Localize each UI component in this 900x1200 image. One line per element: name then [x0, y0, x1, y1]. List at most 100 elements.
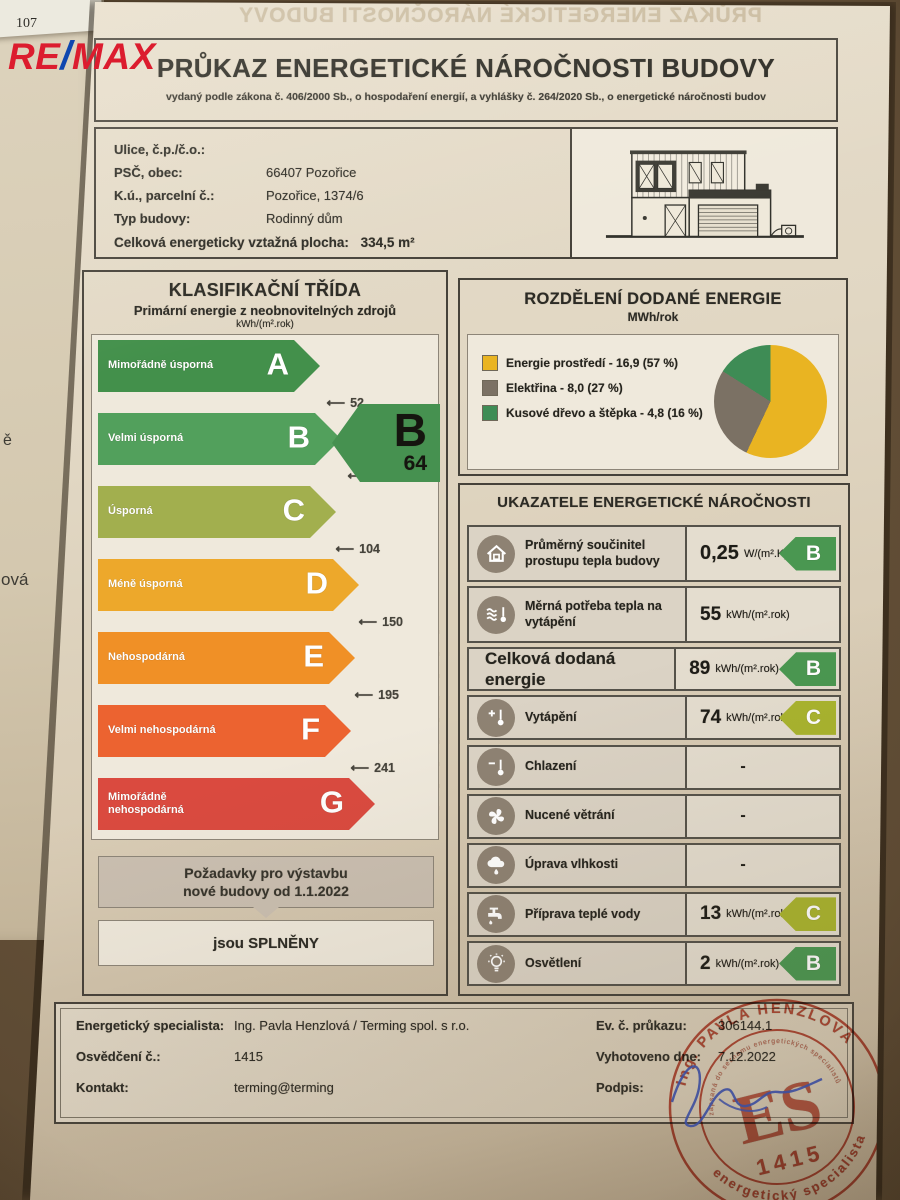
class-label: Mimořádně úsporná [108, 359, 214, 372]
field-label: Osvědčení č.: [76, 1049, 161, 1064]
field-value: 1415 [234, 1049, 263, 1064]
page-number-fragment: 107 [16, 16, 37, 31]
legend-swatch [482, 355, 498, 371]
legend-label: Kusové dřevo a štěpka - 4,8 (16 %) [506, 406, 703, 420]
field-label: Kontakt: [76, 1080, 129, 1095]
requirements-line1: Požadavky pro výstavbu [184, 864, 348, 881]
class-bar-d: Méně úsporná D [98, 559, 359, 611]
indicator-row: Úprava vlhkosti - [467, 842, 841, 888]
field-value: 66407 Pozořice [266, 165, 357, 180]
pie-chart [714, 345, 827, 458]
indicator-value: - [740, 856, 746, 874]
lighting-icon [477, 944, 515, 983]
classification-unit: kWh/(m².rok) [236, 319, 294, 330]
building-info-row: PSČ, obec: 66407 Pozořice [114, 161, 546, 184]
remax-logo-max: MAX [72, 36, 156, 77]
threshold-value: 104 [359, 541, 380, 556]
footer-left-column: Energetický specialista: Ing. Pavla Henz… [76, 1017, 469, 1110]
indicator-unit: W/(m².K) [743, 547, 788, 560]
threshold-tick: ⟵ 104 [98, 538, 381, 559]
indicator-value: 74 [700, 706, 722, 728]
legend-item: Elektřina - 8,0 (27 %) [482, 380, 703, 396]
indicators-rows: Průměrný součinitel prostupu tepla budov… [467, 525, 841, 986]
legend-item: Energie prostředí - 16,9 (57 %) [482, 355, 703, 371]
class-bar-f: Velmi nehospodárná F [98, 705, 351, 757]
field-label: Podpis: [596, 1080, 644, 1095]
field-value: terming@terming [234, 1080, 334, 1095]
field-label: Vyhotoveno dne: [596, 1049, 701, 1064]
class-letter: G [319, 784, 344, 820]
class-letter: C [805, 902, 822, 926]
threshold-tick: ⟵ 195 [98, 684, 400, 705]
threshold-value: 241 [374, 760, 395, 775]
field-label: Ev. č. průkazu: [596, 1018, 687, 1033]
field-value: Pozořice, 1374/6 [266, 188, 364, 203]
indicator-value-zone: 55 kWh/(m².rok) [687, 588, 839, 642]
building-info-row: Ulice, č.p./č.o.: [114, 138, 546, 161]
class-arrow: B [779, 652, 836, 687]
indicator-value: 55 [700, 603, 722, 625]
requirements-banner: Požadavky pro výstavbu nové budovy od 1.… [98, 856, 434, 908]
specialist-stamp: Ing. PAVLA HENZLOVÁ energetický speciali… [659, 981, 886, 1200]
class-bar-c: Úsporná C [98, 486, 336, 538]
class-letter: B [805, 541, 822, 565]
indicator-value: - [740, 758, 746, 775]
requirements-line2: nové budovy od 1.1.2022 [183, 883, 349, 899]
house-drawing [605, 150, 804, 238]
energy-distribution-box: ROZDĚLENÍ DODANÉ ENERGIE MWh/rok Energie… [458, 278, 848, 476]
indicator-value: 89 [689, 658, 711, 680]
legend-label: Elektřina - 8,0 (27 %) [506, 381, 623, 395]
indicator-value-zone: 13 kWh/(m².rok) C [687, 893, 839, 935]
class-label: Mimořádně nehospodárná [108, 790, 184, 816]
rating-class-letter: B [393, 403, 427, 456]
footer-row: Vyhotoveno dne: 7.12.2022 [596, 1048, 776, 1065]
indicator-value-zone: 2 kWh/(m².rok) B [687, 943, 839, 984]
building-info-box: Ulice, č.p./č.o.: PSČ, obec: 66407 Pozoř… [94, 127, 838, 259]
indicator-value-zone: 89 kWh/(m².rok) B [676, 649, 839, 690]
class-bar-e: Nehospodárná E [98, 632, 355, 684]
field-label: Energetický specialista: [76, 1018, 225, 1033]
indicator-label: Měrná potřeba tepla na vytápění [525, 599, 662, 629]
indicator-unit: kWh/(m².rok) [715, 957, 780, 970]
indicator-label: Osvětlení [525, 955, 582, 970]
requirements-result: jsou SPLNĚNY [98, 920, 434, 966]
indicator-label-zone: Osvětlení [469, 943, 687, 984]
class-letter: C [282, 492, 305, 528]
field-value: Ing. Pavla Henzlová / Terming spol. s r.… [234, 1018, 470, 1033]
left-arrow-icon: ⟵ [354, 686, 374, 702]
indicator-row: Nucené větrání - [467, 793, 841, 839]
indicator-label-zone: Úprava vlhkosti [469, 844, 687, 886]
left-arrow-icon: ⟵ [350, 759, 370, 775]
underlying-paper-text-fragment: ě [3, 432, 12, 449]
indicator-label: Příprava teplé vody [525, 906, 641, 921]
remax-logo-slash: / [60, 34, 73, 78]
field-label: Celková energeticky vztažná plocha: [114, 235, 349, 250]
indicator-row: Celková dodaná energie 89 kWh/(m².rok) B [467, 647, 841, 692]
distribution-title: ROZDĚLENÍ DODANÉ ENERGIE [524, 290, 782, 308]
class-bar-b: Velmi úsporná B [98, 413, 341, 465]
footer-row: Osvědčení č.: 1415 [76, 1048, 469, 1065]
classification-box: KLASIFIKAČNÍ TŘÍDA Primární energie z ne… [82, 270, 448, 996]
class-letter: B [805, 657, 822, 681]
field-label: K.ú., parcelní č.: [114, 188, 215, 203]
pie-legend: Energie prostředí - 16,9 (57 %) Elektřin… [482, 355, 703, 421]
bleed-through-title: PRŮKAZ ENERGETICKÉ NÁROČNOSTI BUDOVY [238, 4, 762, 27]
footer-row: Podpis: [596, 1079, 776, 1096]
indicator-value: 0,25 [700, 542, 739, 564]
class-letter: D [305, 565, 328, 601]
left-arrow-icon: ⟵ [358, 613, 378, 629]
field-value: Rodinný dům [266, 211, 343, 226]
ventilation-icon [477, 797, 515, 836]
threshold-value: 195 [378, 687, 399, 702]
footer-row: Kontakt: terming@terming [76, 1079, 469, 1096]
house-icon [477, 534, 515, 573]
indicator-row: Osvětlení 2 kWh/(m².rok) B [467, 941, 841, 986]
indicator-label: Úprava vlhkosti [525, 857, 619, 872]
indicator-value: 2 [700, 952, 711, 974]
legend-item: Kusové dřevo a štěpka - 4,8 (16 %) [482, 405, 703, 421]
class-arrow: B [779, 536, 836, 571]
classification-subtitle: Primární energie z neobnovitelných zdroj… [133, 303, 397, 318]
class-letter: C [805, 705, 822, 729]
class-label: Velmi úsporná [108, 432, 184, 445]
indicator-label-zone: Celková dodaná energie [469, 649, 677, 690]
